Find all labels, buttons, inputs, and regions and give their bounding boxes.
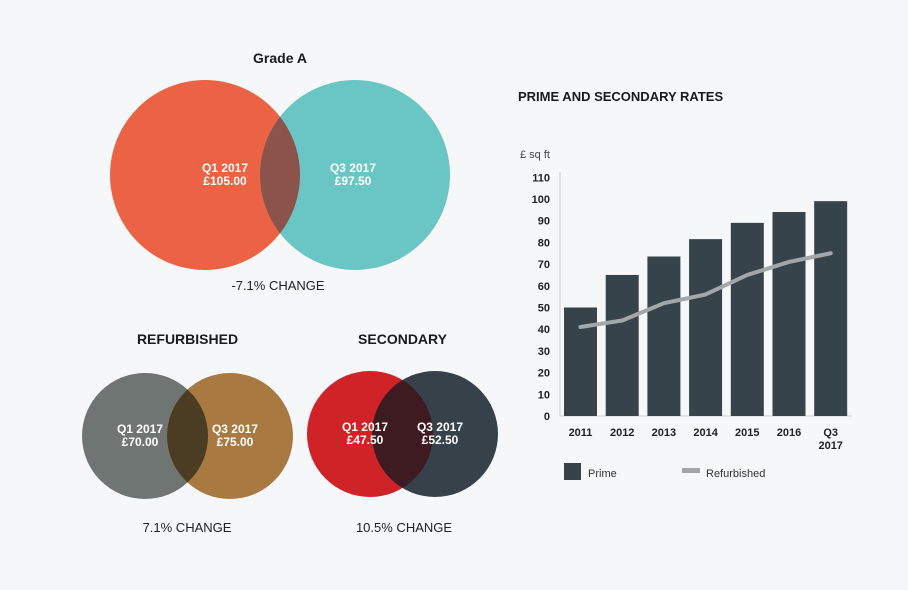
venn-change-text: 7.1% CHANGE xyxy=(143,520,232,535)
legend-refurbished-swatch xyxy=(682,468,700,473)
x-tick-label: 2011 xyxy=(569,427,593,439)
legend-prime-swatch xyxy=(564,463,581,480)
venn-right-label: Q3 2017 xyxy=(212,422,258,436)
venn-title: SECONDARY xyxy=(358,331,448,347)
y-tick-label: 70 xyxy=(538,259,550,271)
x-tick-label: 2015 xyxy=(735,427,759,439)
y-tick-label: 10 xyxy=(538,389,550,401)
venn-left-label: Q1 2017 xyxy=(202,161,248,175)
venn-title: REFURBISHED xyxy=(137,331,238,347)
venn-right-circle xyxy=(260,80,450,270)
x-tick-label: 2016 xyxy=(777,427,801,439)
venn-left-label: Q1 2017 xyxy=(342,420,388,434)
venn-secondary: SECONDARY Q1 2017£47.50 Q3 2017£52.50 10.5%… xyxy=(307,331,498,535)
x-tick-label: 2012 xyxy=(610,427,634,439)
venn-left-value: £70.00 xyxy=(122,435,159,449)
y-tick-label: 110 xyxy=(532,172,550,184)
y-tick-label: 60 xyxy=(538,281,550,293)
venn-left-value: £105.00 xyxy=(203,174,247,188)
venn-right-label: Q3 2017 xyxy=(417,420,463,434)
chart: PRIME AND SECONDARY RATES £ sq ft 0 10 20 30 4… xyxy=(518,89,852,480)
x-tick-label: 2013 xyxy=(652,427,676,439)
bar-2012 xyxy=(605,274,639,416)
y-tick-label: 30 xyxy=(538,346,550,358)
bar-2014 xyxy=(689,239,723,416)
chart-title: PRIME AND SECONDARY RATES xyxy=(518,89,723,104)
y-tick-label: 80 xyxy=(538,237,550,249)
venn-right-value: £52.50 xyxy=(422,433,459,447)
x-tick-label: 2017 xyxy=(818,440,842,452)
venn-left-label: Q1 2017 xyxy=(117,422,163,436)
venn-right-value: £75.00 xyxy=(217,435,254,449)
venn-change-text: 10.5% CHANGE xyxy=(356,520,452,535)
legend-prime-label: Prime xyxy=(588,468,617,480)
y-tick-label: 100 xyxy=(532,194,550,206)
y-tick-label: 20 xyxy=(538,368,550,380)
venn-left-value: £47.50 xyxy=(347,433,384,447)
venn-change-text: -7.1% CHANGE xyxy=(231,278,325,293)
venn-grade-a: Grade A Q1 2017£105.00 Q3 2017£97.50 -7.1% … xyxy=(110,50,450,293)
venn-refurbished: REFURBISHED Q1 2017£70.00 Q3 2017£75.00 7.1… xyxy=(82,331,293,535)
y-tick-label: 40 xyxy=(538,324,550,336)
bar-2013 xyxy=(647,256,681,416)
venn-right-label: Q3 2017 xyxy=(330,161,376,175)
y-tick-label: 0 xyxy=(544,411,550,423)
venn-overlap xyxy=(167,373,208,499)
x-tick-label: 2014 xyxy=(693,427,718,439)
bar-2016 xyxy=(772,212,806,416)
y-tick-label: 50 xyxy=(538,303,550,315)
bar-q3-2017 xyxy=(814,201,848,416)
y-tick-label: 90 xyxy=(538,216,550,228)
bar-2015 xyxy=(730,222,764,416)
y-axis-label: £ sq ft xyxy=(520,149,550,161)
venn-left-circle xyxy=(110,80,300,270)
x-tick-label: Q3 xyxy=(823,427,838,439)
legend-refurbished-label: Refurbished xyxy=(706,468,765,480)
venn-right-value: £97.50 xyxy=(335,174,372,188)
venn-overlap xyxy=(372,371,433,497)
venn-title: Grade A xyxy=(253,50,307,66)
